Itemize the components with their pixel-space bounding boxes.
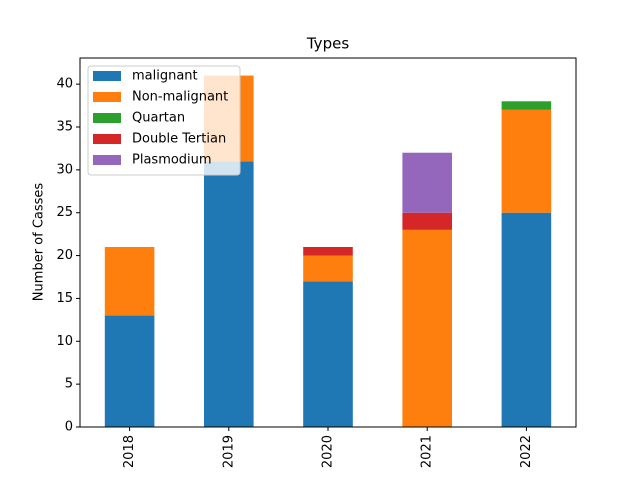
bar-segment: [303, 255, 353, 282]
legend-swatch: [93, 92, 121, 102]
bar-segment: [204, 161, 254, 428]
legend-label: Plasmodium: [132, 153, 212, 168]
x-tick-label: 2020: [321, 435, 336, 468]
y-axis-label: Number of Casses: [32, 183, 47, 302]
x-tick-label: 2018: [122, 435, 137, 468]
y-tick-label: 20: [56, 248, 73, 263]
y-tick-label: 25: [56, 205, 73, 220]
legend-swatch: [93, 155, 121, 165]
y-tick-label: 10: [56, 334, 73, 349]
bar-segment: [104, 247, 155, 316]
bar-segment: [104, 315, 155, 427]
bar-segment: [303, 247, 353, 256]
legend-label: Quartan: [132, 111, 185, 126]
x-tick-label: 2019: [221, 435, 236, 468]
y-tick-label: 0: [65, 420, 73, 435]
plot-frame: [79, 57, 577, 428]
legend-swatch: [93, 134, 121, 144]
legend-swatch: [93, 113, 121, 123]
y-tick-label: 30: [56, 162, 73, 177]
legend-label: Double Tertian: [132, 132, 226, 147]
y-tick-label: 15: [56, 291, 73, 306]
bar-segment: [501, 212, 552, 427]
y-tick-label: 35: [56, 120, 73, 135]
x-tick-label: 2022: [519, 435, 534, 468]
bar-segment: [402, 212, 452, 230]
chart-title: Types: [306, 35, 349, 53]
legend: malignant Non-malignant Quartan Double Tert…: [87, 65, 241, 176]
bar-segment: [303, 281, 353, 427]
bar-segment: [501, 101, 552, 110]
bar-segment: [402, 152, 452, 213]
legend-box: [87, 65, 241, 176]
legend-swatch: [93, 71, 121, 81]
bar-segment: [501, 109, 552, 213]
y-tick-label: 40: [56, 77, 73, 92]
legend-label: Non-malignant: [132, 90, 228, 105]
bar-segment: [402, 229, 452, 427]
y-tick-label: 5: [65, 377, 73, 392]
legend-label: malignant: [132, 69, 198, 84]
x-tick-label: 2021: [420, 435, 435, 468]
